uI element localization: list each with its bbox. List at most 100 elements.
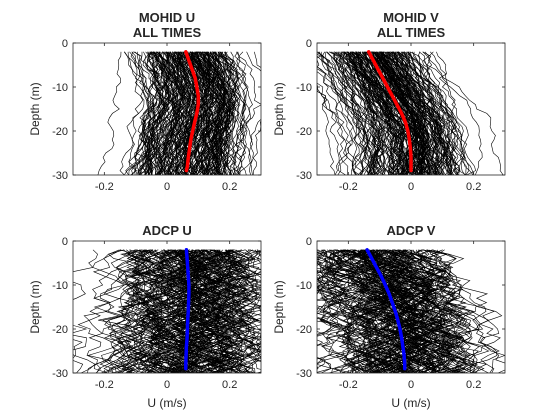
y-axis-label: Depth (m) [272,280,286,333]
ensemble-profile-line [190,51,208,175]
ensemble-profile-line [249,51,261,175]
ensemble-profile-line [158,51,172,175]
ensemble-profile-line [317,249,375,373]
x-tick-label: 0.2 [222,379,237,391]
panel-title: ALL TIMES [377,25,446,40]
ensemble-profile-line [365,249,463,373]
ensemble-profile-line [147,51,171,175]
ensemble-profile-line [373,249,432,373]
ensemble-profile-line [172,249,225,373]
ensemble-profile-line [317,253,400,373]
ensemble-profile-line [347,249,419,373]
ensemble-profile-line [139,51,158,175]
ensemble-profile-line [417,51,470,175]
ensemble-profile-line [317,249,369,373]
ensemble-profile-line [145,51,160,175]
ensemble-profile-line [328,249,389,373]
x-tick-label: 0.2 [466,181,481,193]
panel-title: ADCP U [142,223,192,238]
ensemble-profile-line [154,51,171,175]
ensemble-profile-line [387,249,430,373]
ensemble-profile-line [223,250,261,373]
ensemble-profile-line [233,51,261,175]
ensemble-profile-line [131,51,152,175]
ensemble-profile-line [380,51,433,175]
ensemble-profile-line [356,51,400,175]
ensemble-profile-line [120,249,186,373]
ensemble-profile-line [96,249,142,373]
ensemble-profile-line [165,249,230,373]
ensemble-profile-line [198,51,234,175]
ensemble-profile-line [180,249,232,373]
ensemble-profile-line [336,51,383,175]
x-axis-label: U (m/s) [391,396,430,410]
y-tick-label: -20 [296,126,312,138]
mean-profile-line [365,248,407,371]
ensemble-profile-line [317,54,362,175]
ensemble-profile-line [204,249,261,373]
ensemble-profile-line [404,51,459,175]
ensemble-profile-line [134,51,169,175]
ensemble-profile-line [160,249,223,373]
panel-title: MOHID U [139,10,195,25]
x-tick-label: 0.2 [466,379,481,391]
ensemble-profile-line [340,51,387,175]
ensemble-profiles [97,51,261,175]
panel-title: MOHID V [383,10,439,25]
ensemble-profile-line [317,89,351,175]
ensemble-profile-line [357,51,431,175]
ensemble-profile-line [190,51,214,175]
ensemble-profile-line [115,249,189,373]
panel-adcp-u: -0.2 0 0.2 0 -10 -20 -30 ADCP U Depth (m) U (m/s) [28,223,262,410]
ensemble-profile-line [429,249,487,373]
x-tick-label: 0 [408,379,414,391]
ensemble-profile-line [415,249,505,373]
ensemble-profile-line [133,249,176,373]
ensemble-profile-line [138,51,162,175]
y-tick-label: 0 [306,236,312,248]
ensemble-profile-line [198,51,217,175]
ensemble-profile-line [317,71,367,175]
ensemble-profile-line [372,51,412,175]
ensemble-profile-line [183,249,261,373]
ensemble-profile-line [344,51,396,175]
ensemble-profile-line [339,51,375,175]
ensemble-profile-line [353,51,384,175]
ensemble-profile-line [340,249,390,373]
ensemble-profile-line [351,51,395,175]
y-tick-label: -10 [296,82,312,94]
ensemble-profile-line [149,249,202,373]
ensemble-profile-line [340,249,395,373]
ensemble-profile-line [393,51,459,175]
panel-title: ADCP V [387,223,436,238]
ensemble-profile-line [178,249,252,373]
ensemble-profile-line [436,51,483,175]
y-axis-label: Depth (m) [28,82,42,135]
ensemble-profile-line [156,249,227,373]
ensemble-profile-line [211,249,261,373]
ensemble-profile-line [127,51,154,175]
ensemble-profile-line [187,51,205,175]
ensemble-profile-line [73,249,98,373]
ensemble-profile-line [221,51,253,175]
ensemble-profile-line [196,51,215,175]
mean-profile-line [366,50,413,173]
x-tick-label: 0 [164,181,170,193]
ensemble-profile-line [141,249,216,373]
ensemble-profile-line [384,51,452,175]
mean-profile-line [184,50,201,173]
ensemble-profile-line [202,249,250,373]
ensemble-profile-line [225,51,246,175]
y-tick-label: 0 [62,236,68,248]
ensemble-profile-line [119,51,144,175]
ensemble-profile-line [116,249,162,373]
ensemble-profile-line [324,249,421,373]
ensemble-profile-line [335,249,383,373]
ensemble-profile-line [429,51,469,175]
ensemble-profile-line [371,51,433,175]
ensemble-profile-line [175,51,190,175]
ensemble-profile-line [317,258,374,373]
ensemble-profile-line [92,249,167,373]
y-tick-label: 0 [306,38,312,50]
